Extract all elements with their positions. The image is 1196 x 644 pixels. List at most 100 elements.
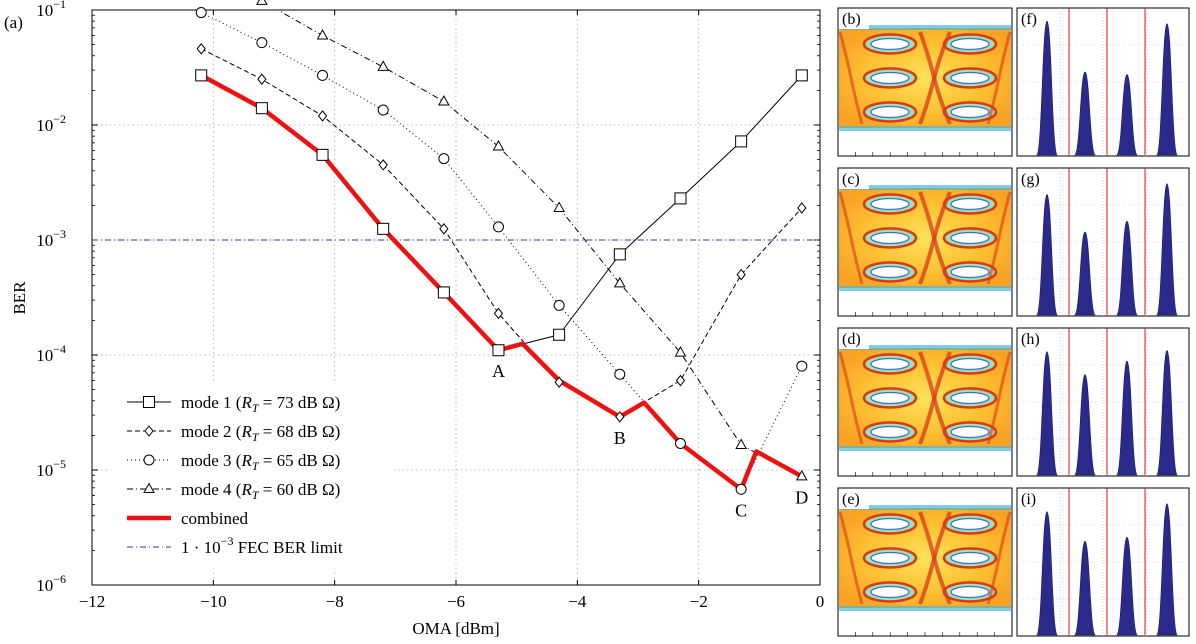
annotation-b: B xyxy=(614,428,626,448)
data-point-mode-4 xyxy=(492,139,505,151)
x-tick-label: 0 xyxy=(816,592,825,611)
data-point-mode-3 xyxy=(735,483,747,495)
markers-layer xyxy=(195,0,808,495)
y-tick-labels: 10−610−510−410−310−210−1 xyxy=(36,0,66,595)
eye-transition-2 xyxy=(918,351,952,445)
eye-opening xyxy=(950,517,990,531)
eye-transition-4 xyxy=(986,191,1012,285)
data-point-mode-1 xyxy=(613,248,626,261)
data-point-mode-4 xyxy=(316,28,329,40)
legend-symbol: R xyxy=(240,451,252,470)
legend-box xyxy=(110,383,394,569)
legend-entry-4: mode 4 (RT = 60 dB Ω) xyxy=(181,480,340,502)
histogram-panel-label: (f) xyxy=(1021,11,1037,28)
y-tick-base: 10 xyxy=(36,576,53,595)
y-tick-label: 10−5 xyxy=(36,457,66,480)
x-tick-labels: −12 −10 −8 −6 −4 −2 0 xyxy=(79,592,825,611)
eye-transition-2 xyxy=(918,191,952,285)
annotation-d: D xyxy=(795,487,808,507)
legend-marker-1 xyxy=(143,396,155,408)
histogram-i: (i) xyxy=(1016,487,1190,637)
histogram-f: (f) xyxy=(1016,7,1190,157)
eye-label-bg xyxy=(839,169,869,189)
eye-opening xyxy=(950,231,990,245)
eye-opening xyxy=(870,71,910,85)
eye-edge-bottom xyxy=(839,286,1011,291)
data-point-mode-4 xyxy=(795,469,808,481)
legend-paren-open: ( xyxy=(232,451,242,470)
histogram-label-bg xyxy=(1018,489,1044,509)
legend-marker-2 xyxy=(144,425,154,437)
eye-opening xyxy=(870,517,910,531)
legend-entry-2: mode 2 (RT = 68 dB Ω) xyxy=(181,422,340,444)
legend-fec-rest: FEC BER limit xyxy=(233,538,342,557)
legend-subscript: T xyxy=(252,430,260,444)
legend-marker-4 xyxy=(143,482,155,493)
data-point-mode-3 xyxy=(317,69,329,81)
series-line-5 xyxy=(200,73,803,492)
eye-opening xyxy=(870,231,910,245)
data-point-mode-2 xyxy=(554,376,564,389)
legend: mode 1 (RT = 73 dB Ω)mode 2 (RT = 68 dB … xyxy=(110,383,394,569)
eye-label-bg xyxy=(839,9,869,29)
data-point-mode-3 xyxy=(256,37,268,49)
data-point-mode-1 xyxy=(735,135,748,148)
histogram-peak xyxy=(1156,23,1178,156)
histogram-panel-label: (i) xyxy=(1021,491,1036,508)
eye-opening xyxy=(950,585,990,599)
eye-diagram-panels: (b) (c) (d) (e) xyxy=(837,7,1013,637)
eye-opening xyxy=(950,391,990,405)
histogram-peak xyxy=(1156,183,1178,316)
eye-diagram-b: (b) xyxy=(837,7,1013,157)
legend-paren-open: ( xyxy=(232,393,242,412)
histogram-peak xyxy=(1074,231,1096,316)
legend-subscript: T xyxy=(252,401,260,415)
data-point-mode-3 xyxy=(492,221,504,233)
y-axis-label: BER xyxy=(10,281,29,315)
axis-ticks xyxy=(91,9,821,586)
eye-opening xyxy=(950,105,990,119)
data-point-mode-2 xyxy=(493,307,504,320)
legend-value: = 65 dB Ω xyxy=(259,451,335,470)
histogram-peak xyxy=(1036,20,1058,156)
legend-paren-close: ) xyxy=(335,422,341,441)
eye-edge-bottom xyxy=(839,126,1011,131)
data-point-mode-3 xyxy=(614,368,626,380)
y-tick-base: 10 xyxy=(36,116,53,135)
histogram-peak xyxy=(1074,374,1096,476)
eye-opening xyxy=(950,37,990,51)
histogram-peak xyxy=(1074,540,1096,636)
y-tick-exponent: −6 xyxy=(53,572,66,586)
eye-label-bg xyxy=(839,489,869,509)
grid xyxy=(92,10,820,585)
y-tick-base: 10 xyxy=(36,461,53,480)
histogram-peak xyxy=(1036,351,1058,476)
y-tick-base: 10 xyxy=(36,231,53,250)
histogram-label-bg xyxy=(1018,9,1044,29)
eye-panel-label: (c) xyxy=(842,171,860,188)
eye-transition-3 xyxy=(838,191,864,285)
legend-subscript: T xyxy=(252,488,260,502)
panel-label-a: (a) xyxy=(4,13,23,32)
data-point-mode-4 xyxy=(256,0,268,5)
eye-panel-label: (d) xyxy=(842,331,861,348)
histogram-label-bg xyxy=(1018,169,1044,189)
eye-opening xyxy=(870,585,910,599)
x-axis-label: OMA [dBm] xyxy=(412,619,499,638)
histogram-peak xyxy=(1036,511,1058,636)
eye-opening xyxy=(870,197,910,211)
y-tick-exponent: −3 xyxy=(53,227,66,241)
histogram-panel-label: (h) xyxy=(1021,331,1040,348)
legend-label: mode 1 xyxy=(181,393,232,412)
eye-transition-3 xyxy=(838,511,864,605)
legend-value: = 73 dB Ω xyxy=(259,393,335,412)
eye-transition-4 xyxy=(986,511,1012,605)
legend-entry-fec: 1 · 10−3 FEC BER limit xyxy=(181,534,343,557)
eye-diagram-c: (c) xyxy=(837,167,1013,317)
histogram-peak xyxy=(1074,71,1096,156)
eye-edge-top xyxy=(839,25,1011,30)
y-tick-base: 10 xyxy=(36,346,53,365)
eye-opening xyxy=(870,37,910,51)
eye-edge-top xyxy=(839,185,1011,190)
histogram-peak xyxy=(1156,350,1178,476)
